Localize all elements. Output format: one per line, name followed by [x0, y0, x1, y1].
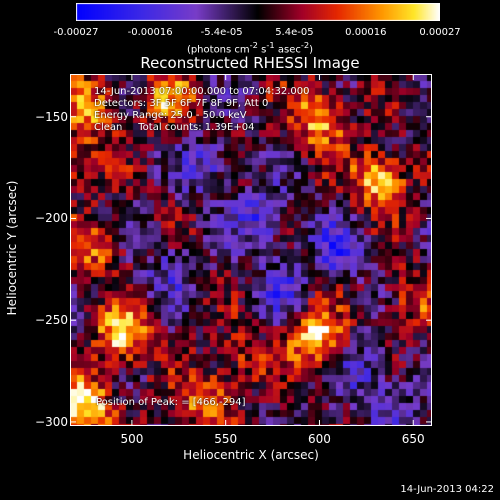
colorbar-tick-label: 5.4e-05: [275, 27, 314, 38]
timestamp: 14-Jun-2013 04:22: [400, 484, 494, 495]
colorbar-tick-label: -0.00016: [127, 27, 173, 38]
colorbar-tick-label: 0.00027: [419, 27, 461, 38]
annotation-method: Clean Total counts: 1.39E+04: [94, 122, 255, 133]
annotation-peak: Position of Peak: = [466,-294]: [96, 397, 246, 408]
annotation-time-range: 14-Jun-2013 07:00:00.000 to 07:04:32.000: [94, 86, 310, 97]
heatmap-image: [70, 74, 432, 426]
annotation-block: 14-Jun-2013 07:00:00.000 to 07:04:32.000…: [94, 86, 310, 134]
colorbar-tick-label: -0.00027: [53, 27, 99, 38]
y-tick-label: −250: [35, 313, 68, 328]
y-tick-label: −300: [35, 414, 68, 429]
annotation-energy: Energy Range: 25.0 - 50.0 keV: [94, 110, 247, 121]
x-axis-label: Heliocentric X (arcsec): [183, 448, 319, 462]
colorbar-tick-label: -5.4e-05: [200, 27, 243, 38]
colorbar: [76, 3, 440, 21]
x-tick-label: 650: [401, 432, 425, 446]
x-tick-label: 500: [120, 432, 144, 446]
x-tick-label: 550: [214, 432, 238, 446]
x-tick-label: 600: [308, 432, 331, 446]
colorbar-tick-label: 0.00016: [345, 27, 387, 38]
y-tick-label: −150: [35, 109, 68, 124]
y-tick-label: −200: [35, 211, 68, 226]
y-axis-label: Heliocentric Y (arcsec): [5, 180, 19, 316]
colorbar-unit-label: (photons cm-2 s-1 asec-2): [186, 40, 314, 56]
annotation-detectors: Detectors: 3F 5F 6F 7F 8F 9F, Att 0: [94, 98, 269, 109]
chart-title: Reconstructed RHESSI Image: [140, 54, 360, 72]
